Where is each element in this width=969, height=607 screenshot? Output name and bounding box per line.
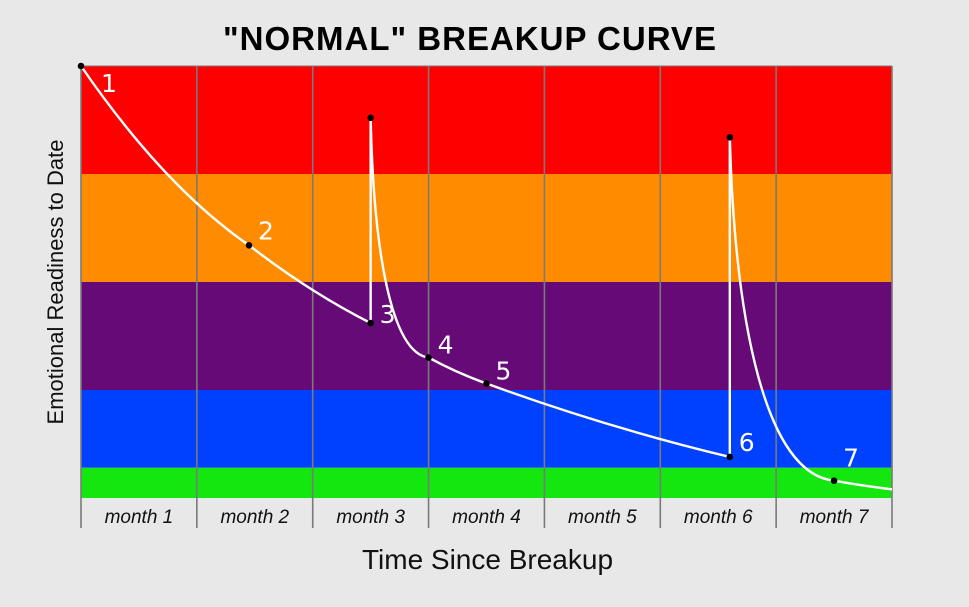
x-tick-label: month 7 (800, 507, 870, 528)
band-4 (81, 467, 892, 498)
data-point-marker (245, 241, 253, 249)
point-label: 2 (258, 216, 274, 245)
x-axis-label: Time Since Breakup (361, 544, 614, 575)
point-label: 7 (843, 444, 859, 473)
data-point-marker (367, 319, 374, 327)
data-point-marker (483, 380, 490, 387)
band-0 (81, 66, 892, 174)
point-label: 6 (739, 428, 755, 457)
data-point-marker (77, 62, 85, 70)
x-tick-label: month 5 (568, 507, 637, 528)
band-layer (81, 66, 892, 498)
band-1 (81, 174, 892, 282)
x-tick-label: month 2 (220, 507, 289, 528)
marker-layer: 1 2 3 4 5 6 7 (77, 62, 859, 485)
data-point-marker (830, 477, 838, 485)
point-label: 1 (101, 69, 117, 98)
data-point-marker (367, 114, 374, 122)
point-label: 5 (496, 357, 512, 386)
tick-layer: month 1 month 2 month 3 month 4 month 5 month… (105, 507, 870, 528)
band-2 (81, 282, 892, 390)
data-point-marker (726, 453, 734, 461)
x-tick-label: month 6 (684, 507, 753, 528)
grid-layer (80, 65, 893, 528)
data-point-marker (425, 354, 432, 361)
point-label: 3 (380, 300, 396, 329)
x-tick-label: month 4 (452, 507, 521, 528)
point-label: 4 (438, 331, 454, 360)
chart-title: "NORMAL" BREAKUP CURVE (223, 20, 717, 57)
band-3 (81, 390, 892, 468)
x-tick-label: month 3 (336, 507, 405, 528)
x-tick-label: month 1 (105, 507, 174, 528)
data-point-marker (726, 133, 734, 141)
